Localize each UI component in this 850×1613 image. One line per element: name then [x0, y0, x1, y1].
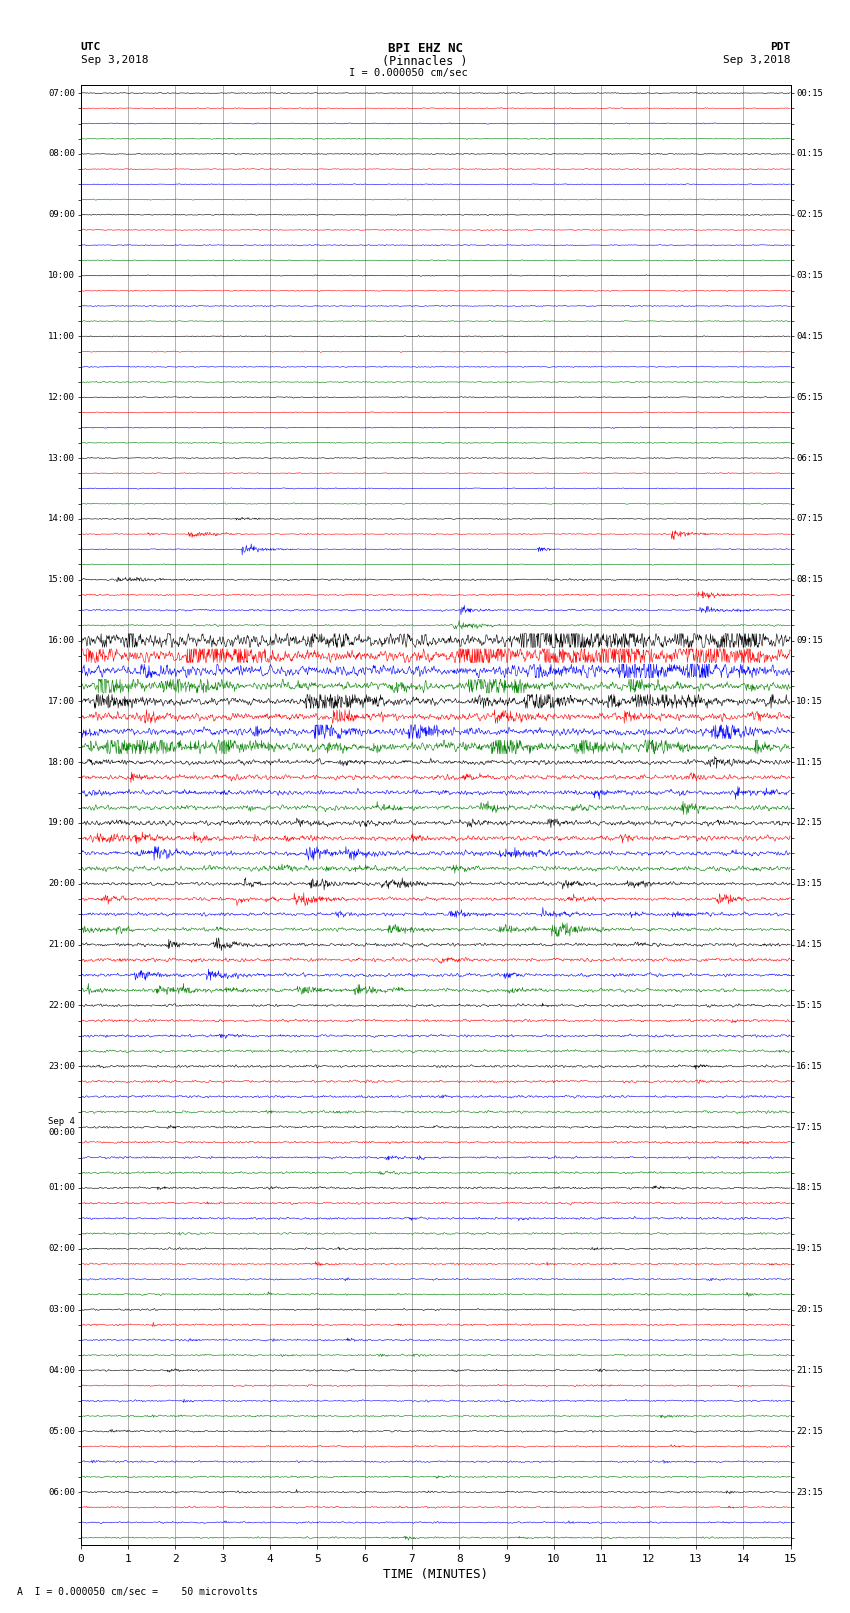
Text: (Pinnacles ): (Pinnacles )	[382, 55, 468, 68]
Text: UTC: UTC	[81, 42, 101, 52]
Text: BPI EHZ NC: BPI EHZ NC	[388, 42, 462, 55]
Text: PDT: PDT	[770, 42, 790, 52]
Text: I = 0.000050 cm/sec: I = 0.000050 cm/sec	[348, 68, 468, 77]
X-axis label: TIME (MINUTES): TIME (MINUTES)	[383, 1568, 488, 1581]
Text: A  I = 0.000050 cm/sec =    50 microvolts: A I = 0.000050 cm/sec = 50 microvolts	[17, 1587, 258, 1597]
Text: Sep 3,2018: Sep 3,2018	[81, 55, 148, 65]
Text: Sep 3,2018: Sep 3,2018	[723, 55, 791, 65]
